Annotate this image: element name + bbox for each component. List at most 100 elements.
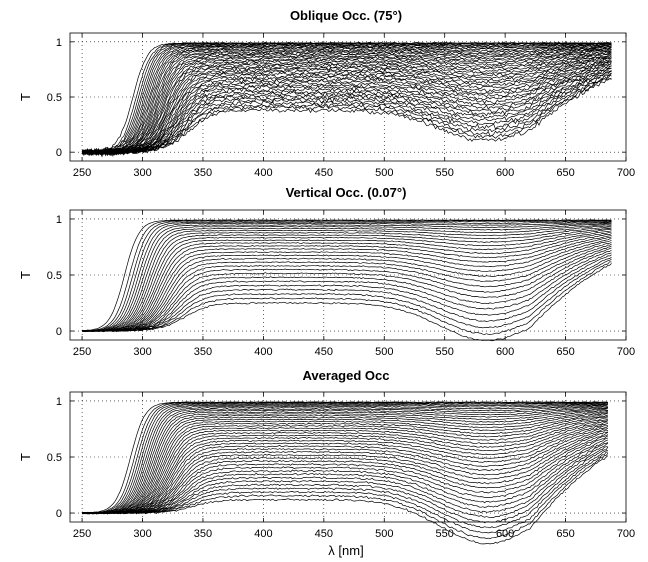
series-line (81, 57, 612, 156)
series-line (82, 220, 612, 332)
y-tick-label: 0 (56, 147, 62, 159)
series-line (82, 412, 609, 514)
panel-2-series (81, 219, 612, 342)
series-line (82, 70, 612, 157)
panel-2-axes: 250 300 350 400 450 500 550 600 650 700 0 0.5 1 (47, 209, 635, 358)
series-line (82, 435, 609, 515)
x-tick-label: 550 (436, 528, 454, 540)
series-line (82, 403, 608, 514)
series-line (82, 256, 612, 333)
panel-3-series (81, 401, 609, 545)
x-tick-label: 450 (315, 528, 333, 540)
panel-3-grid (70, 392, 626, 522)
y-tick-label: 1 (56, 37, 62, 49)
series-line (82, 410, 608, 514)
panel-3-axes: 250 300 350 400 450 500 550 600 650 700 0 0.5 1 (47, 391, 635, 540)
x-tick-label: 350 (194, 167, 212, 179)
panel-oblique: Oblique Occ. (75°) T 250 300 350 400 450 500 5… (18, 8, 635, 179)
series-line (82, 58, 612, 156)
x-tick-label: 350 (194, 346, 212, 358)
x-tick-label: 350 (194, 528, 212, 540)
x-tick-label: 600 (496, 346, 514, 358)
series-line (82, 236, 612, 332)
series-line (82, 249, 612, 332)
series-line (82, 60, 612, 156)
series-line (81, 235, 612, 332)
x-tick-label: 500 (375, 346, 393, 358)
series-line (81, 231, 612, 332)
series-line (81, 420, 609, 514)
series-line (81, 54, 612, 154)
series-line (82, 415, 609, 514)
series-line (81, 61, 612, 158)
panel-1-ylabel: T (18, 93, 33, 101)
y-tick-label: 0.5 (47, 92, 62, 104)
y-tick-label: 1 (56, 396, 62, 408)
panel-1-axes: 250 300 350 400 450 500 550 600 650 700 0 0.5 1 (47, 32, 635, 179)
series-line (81, 50, 612, 156)
x-tick-label: 700 (617, 528, 635, 540)
y-tick-label: 0 (56, 326, 62, 338)
series-line (82, 418, 609, 514)
series-line (82, 242, 612, 332)
series-line (82, 446, 609, 524)
series-line (81, 455, 609, 545)
x-tick-label: 650 (556, 346, 574, 358)
series-line (82, 225, 612, 332)
series-line (81, 422, 609, 514)
panel-2-ylabel: T (18, 271, 33, 279)
x-tick-label: 500 (375, 167, 393, 179)
x-tick-label: 250 (73, 346, 91, 358)
series-line (82, 417, 608, 515)
x-tick-label: 700 (617, 167, 635, 179)
x-tick-label: 600 (496, 528, 514, 540)
series-line (82, 413, 608, 514)
series-line (82, 43, 612, 154)
series-line (81, 429, 608, 515)
panel-3-title: Averaged Occ (303, 368, 390, 383)
series-line (82, 220, 612, 332)
series-line (82, 240, 612, 332)
x-tick-label: 400 (254, 346, 272, 358)
series-line (82, 219, 612, 332)
series-line (82, 230, 612, 332)
series-line (81, 72, 612, 157)
series-line (81, 49, 612, 156)
series-line (81, 52, 612, 155)
panel-3-xlabel: λ [nm] (328, 543, 363, 558)
series-line (81, 44, 612, 155)
series-line (81, 252, 612, 332)
x-tick-label: 450 (315, 167, 333, 179)
series-line (82, 258, 612, 333)
panel-vertical: Vertical Occ. (0.07°) T 250 300 350 400 450 5… (18, 185, 635, 358)
series-line (82, 408, 608, 514)
series-line (81, 46, 612, 155)
series-line (81, 47, 612, 155)
x-tick-label: 550 (436, 167, 454, 179)
series-line (82, 228, 612, 332)
series-line (82, 402, 608, 514)
panel-1-series (81, 41, 612, 158)
x-tick-label: 250 (73, 167, 91, 179)
series-line (82, 434, 609, 515)
series-line (81, 57, 612, 156)
series-line (81, 263, 612, 342)
series-line (82, 431, 609, 514)
series-line (82, 402, 608, 514)
series-line (81, 425, 608, 514)
series-line (82, 254, 612, 332)
series-line (82, 406, 608, 514)
series-line (82, 261, 612, 335)
series-line (81, 65, 612, 156)
series-line (82, 404, 608, 514)
series-line (82, 414, 608, 514)
series-line (81, 227, 612, 332)
series-line (82, 223, 612, 332)
series-line (82, 401, 608, 514)
panel-averaged: Averaged Occ T λ [nm] 250 300 350 400 450 500… (18, 368, 635, 558)
y-tick-label: 0.5 (47, 270, 62, 282)
series-line (81, 73, 612, 155)
series-line (81, 52, 612, 156)
series-line (81, 61, 612, 155)
